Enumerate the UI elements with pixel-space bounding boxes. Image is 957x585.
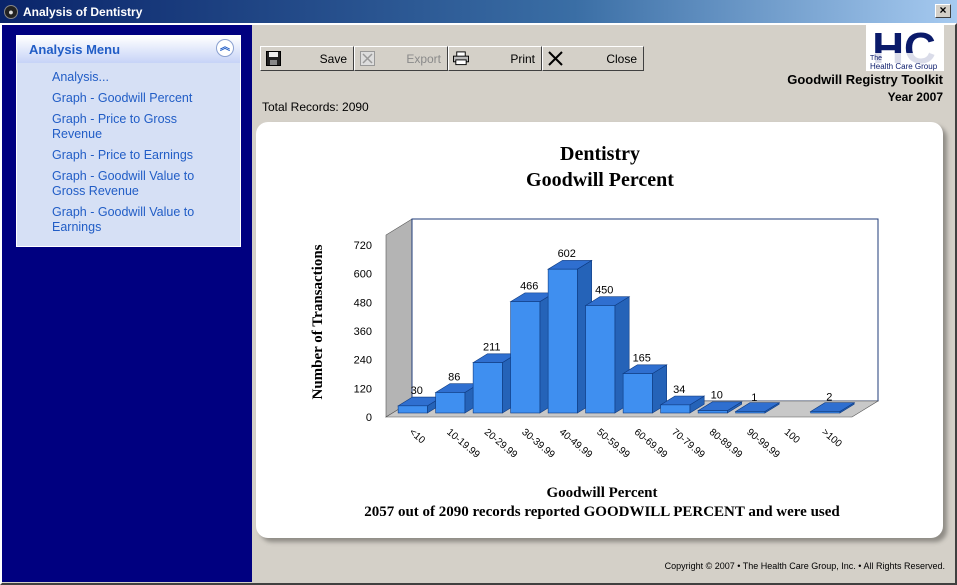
logo-sub2: Health Care Group [870, 62, 938, 71]
bar [547, 259, 593, 414]
export-icon [359, 51, 375, 67]
menu-item-price-to-earnings[interactable]: Graph - Price to Earnings [52, 148, 194, 162]
menu-item-goodwill-percent[interactable]: Graph - Goodwill Percent [52, 91, 193, 105]
window-title: Analysis of Dentistry [23, 4, 143, 19]
bar [659, 395, 706, 414]
toolbar: Save Export Print Close [260, 46, 644, 71]
data-label: 30 [411, 385, 423, 397]
data-label: 450 [595, 285, 613, 297]
toolkit-name: Goodwill Registry Toolkit [787, 72, 943, 87]
save-label: Save [319, 51, 347, 66]
total-records: Total Records: 2090 [262, 100, 369, 114]
y-tick-label: 720 [354, 240, 372, 252]
x-tick-label: 30-39.99 [519, 427, 557, 461]
data-label: 1 [751, 392, 757, 404]
bar [472, 353, 518, 414]
close-x-icon [547, 51, 563, 67]
x-tick-label: 70-79.99 [669, 427, 707, 461]
goodwill-percent-chart: Dentistry Goodwill Percent Number of Tra… [310, 143, 880, 520]
data-label: 211 [483, 342, 501, 354]
app-icon: ● [4, 4, 18, 19]
close-button[interactable]: Close [542, 46, 644, 71]
save-button[interactable]: Save [260, 46, 354, 71]
x-tick-label: <10 [407, 427, 427, 447]
window-close-button[interactable]: × [935, 4, 951, 18]
x-tick-label: 60-69.99 [632, 427, 670, 461]
bar [697, 401, 743, 414]
window-frame [0, 23, 957, 585]
collapse-chevron-icon[interactable]: ︽ [216, 39, 234, 57]
x-tick-label: 90-99.99 [744, 427, 782, 461]
menu-item-goodwill-value-to-earnings[interactable]: Graph - Goodwill Value to Earnings [52, 205, 195, 234]
analysis-menu-title: Analysis Menu [29, 42, 121, 57]
x-tick-label: 40-49.99 [557, 427, 595, 461]
toolkit-year: Year 2007 [887, 90, 943, 104]
data-label: 165 [633, 353, 651, 365]
print-button[interactable]: Print [448, 46, 542, 71]
chart-footnote: 2057 out of 2090 records reported GOODWI… [364, 504, 840, 520]
analysis-menu-items: Analysis... Graph - Goodwill Percent Gra… [17, 63, 240, 235]
analysis-menu-header[interactable]: Analysis Menu ︽ [17, 36, 240, 63]
data-label: 86 [448, 371, 460, 383]
chart-card: Dentistry Goodwill Percent Number of Tra… [256, 122, 943, 538]
logo-sub1: The [870, 55, 882, 62]
bar [584, 296, 631, 414]
x-tick-label: 10-19.99 [444, 427, 482, 461]
y-tick-label: 0 [366, 412, 372, 424]
y-tick-label: 480 [354, 297, 372, 309]
chart-left-wall [385, 218, 413, 418]
y-tick-label: 360 [354, 326, 372, 338]
menu-item-goodwill-value-to-gross-revenue[interactable]: Graph - Goodwill Value to Gross Revenue [52, 169, 195, 198]
copyright-text: Copyright © 2007 • The Health Care Group… [664, 561, 945, 571]
health-care-group-logo: HC The Health Care Group [866, 24, 944, 73]
y-tick-label: 240 [354, 355, 372, 367]
analysis-menu-panel: Analysis Menu ︽ Analysis... Graph - Good… [16, 35, 241, 247]
data-label: 34 [673, 384, 685, 396]
x-tick-label: 50-59.99 [594, 427, 632, 461]
data-label: 466 [520, 281, 538, 293]
x-tick-label: >100 [819, 427, 844, 450]
export-label: Export [406, 51, 441, 66]
x-tick-label: 20-29.99 [482, 427, 520, 461]
bar [809, 402, 856, 414]
bar [734, 402, 781, 414]
y-tick-label: 600 [354, 269, 372, 281]
window-titlebar: ● Analysis of Dentistry × [0, 0, 957, 23]
floppy-disk-icon [265, 51, 281, 67]
data-label: 2 [826, 392, 832, 404]
data-label: 10 [711, 390, 723, 402]
y-axis-label: Number of Transactions [310, 244, 326, 399]
chart-title: Dentistry [560, 143, 640, 165]
printer-icon [453, 51, 469, 67]
bar [622, 364, 668, 414]
menu-item-analysis[interactable]: Analysis... [52, 70, 109, 84]
y-tick-label: 120 [354, 383, 372, 395]
x-tick-label: 80-89.99 [707, 427, 745, 461]
print-label: Print [510, 51, 535, 66]
export-button[interactable]: Export [354, 46, 448, 71]
x-axis-label: Goodwill Percent [547, 485, 658, 501]
bar [509, 292, 556, 414]
close-label: Close [606, 51, 637, 66]
chart-subtitle: Goodwill Percent [526, 169, 674, 191]
x-tick-label: 100 [782, 427, 802, 446]
menu-item-price-to-gross-revenue[interactable]: Graph - Price to Gross Revenue [52, 112, 178, 141]
data-label: 602 [558, 248, 576, 260]
